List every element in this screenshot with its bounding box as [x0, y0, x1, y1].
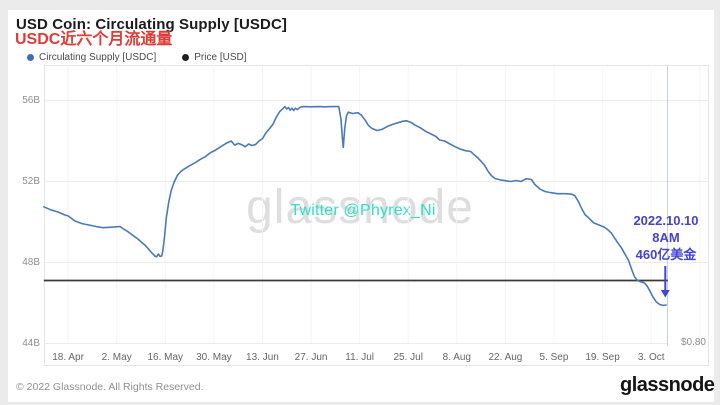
right-axis-price-label: $0.80: [680, 337, 706, 348]
x-tick-label: 30. May: [196, 352, 232, 363]
y-tick-label: 48B: [22, 256, 40, 268]
x-tick-label: 16. May: [147, 352, 184, 363]
x-tick-label: 27. Jun: [294, 352, 328, 363]
twitter-watermark: Twitter @Phyrex_Ni: [290, 202, 436, 219]
y-tick-label: 56B: [22, 94, 40, 106]
x-tick-label: 11. Jul: [345, 352, 374, 363]
legend-label: Price [USD]: [194, 52, 247, 63]
legend-item-circulating-supply[interactable]: Circulating Supply [USDC]: [27, 52, 156, 63]
x-tick-label: 18. Apr: [52, 352, 84, 363]
x-tick-label: 5. Sep: [539, 352, 569, 363]
x-tick-label: 8. Aug: [442, 352, 471, 363]
annotation-time: 8AM: [652, 230, 680, 245]
x-tick-label: 2. May: [101, 352, 132, 363]
chart-title: USD Coin: Circulating Supply [USDC]: [16, 16, 287, 33]
annotation-value: 460亿美金: [635, 247, 697, 262]
x-tick-label: 25. Jul: [393, 352, 423, 363]
legend-item-price[interactable]: Price [USD]: [182, 52, 247, 63]
y-tick-label: 52B: [22, 175, 40, 187]
glassnode-logo: glassnode: [620, 374, 715, 396]
price-dot-icon: [182, 54, 190, 61]
y-tick-label: 44B: [22, 337, 40, 349]
annotation-block: 2022.10.10 8AM 460亿美金: [605, 212, 720, 263]
circulating-supply-dot-icon: [27, 54, 34, 61]
x-tick-label: 3. Oct: [637, 352, 665, 363]
chart-subtitle-cn: USDC近六个月流通量: [15, 31, 173, 48]
legend-label: Circulating Supply [USDC]: [39, 52, 157, 63]
annotation-date: 2022.10.10: [633, 213, 699, 228]
x-tick-label: 22. Aug: [488, 352, 523, 363]
copyright-text: © 2022 Glassnode. All Rights Reserved.: [16, 381, 204, 393]
x-tick-label: 13. Jun: [246, 352, 279, 363]
chart-legend: Circulating Supply [USDC] Price [USD]: [27, 52, 247, 63]
x-tick-label: 19. Sep: [585, 352, 620, 363]
